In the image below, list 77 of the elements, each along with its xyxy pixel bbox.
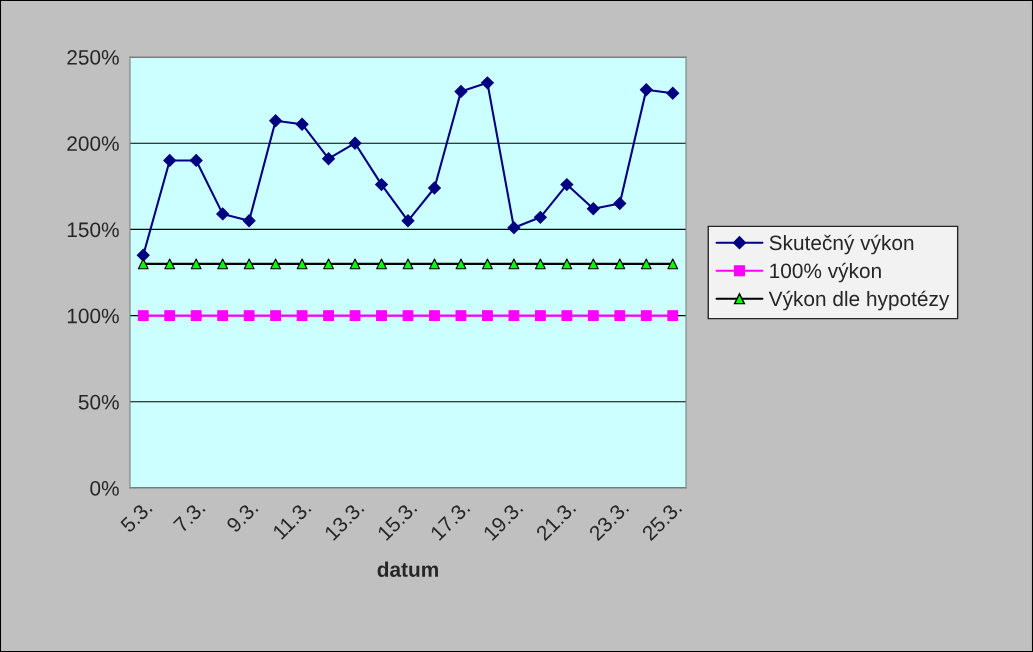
point bbox=[216, 207, 230, 221]
point bbox=[667, 310, 679, 322]
point bbox=[136, 248, 150, 262]
point bbox=[455, 258, 467, 270]
y-tick-label: 150% bbox=[67, 222, 119, 238]
legend-label: Výkon dle hypotézy bbox=[768, 290, 950, 311]
point bbox=[587, 258, 599, 270]
point bbox=[508, 310, 520, 322]
point bbox=[189, 153, 203, 167]
point bbox=[295, 117, 309, 131]
point bbox=[217, 310, 229, 322]
x-tick-label: 9.3. bbox=[225, 500, 259, 534]
point bbox=[402, 310, 414, 322]
point bbox=[296, 258, 308, 270]
point bbox=[190, 258, 202, 270]
y-tick-label: 250% bbox=[67, 50, 119, 65]
point bbox=[323, 310, 334, 322]
point bbox=[429, 258, 440, 270]
point bbox=[402, 258, 414, 270]
point bbox=[270, 258, 282, 270]
point bbox=[482, 258, 493, 270]
point bbox=[376, 258, 387, 270]
point bbox=[534, 258, 546, 270]
point bbox=[614, 310, 626, 322]
x-tick-label: 11.3. bbox=[271, 500, 312, 540]
point bbox=[376, 310, 387, 322]
y-tick-label: 100% bbox=[67, 308, 119, 324]
point bbox=[269, 114, 283, 128]
point bbox=[480, 76, 494, 90]
point bbox=[217, 258, 229, 270]
point bbox=[640, 258, 652, 270]
point bbox=[163, 153, 177, 167]
point bbox=[508, 258, 520, 270]
point bbox=[613, 197, 627, 210]
y-tick-label: 200% bbox=[67, 136, 119, 151]
point bbox=[586, 202, 600, 216]
point bbox=[323, 258, 334, 270]
point bbox=[560, 178, 574, 192]
point bbox=[349, 310, 361, 322]
legend-label: Skutečný výkon bbox=[769, 234, 914, 255]
x-tick-label: 7.3. bbox=[172, 500, 206, 534]
point bbox=[164, 310, 176, 322]
point bbox=[534, 310, 546, 322]
x-tick-label: 5.3. bbox=[119, 500, 153, 534]
point bbox=[243, 310, 255, 322]
point bbox=[401, 214, 415, 228]
point bbox=[507, 221, 521, 235]
x-axis-title: datum bbox=[377, 561, 438, 577]
point bbox=[455, 310, 467, 322]
point bbox=[454, 85, 468, 98]
point bbox=[296, 310, 308, 322]
point bbox=[429, 310, 440, 322]
point bbox=[561, 310, 573, 322]
point bbox=[190, 310, 202, 322]
point bbox=[640, 310, 652, 322]
point bbox=[587, 310, 599, 322]
point bbox=[137, 310, 149, 322]
point bbox=[243, 258, 255, 270]
point bbox=[270, 310, 282, 322]
point bbox=[348, 136, 362, 150]
point bbox=[614, 258, 626, 270]
y-tick-label: 50% bbox=[78, 394, 119, 410]
point bbox=[639, 83, 653, 97]
point bbox=[349, 258, 361, 270]
point bbox=[533, 210, 547, 224]
y-tick-label: 0% bbox=[90, 481, 119, 496]
point bbox=[242, 214, 256, 228]
legend-label: 100% výkon bbox=[770, 262, 881, 283]
point bbox=[164, 258, 176, 270]
point bbox=[482, 310, 493, 322]
point bbox=[561, 258, 573, 270]
point bbox=[666, 86, 680, 100]
point bbox=[137, 258, 149, 270]
point bbox=[428, 181, 441, 195]
point bbox=[375, 178, 388, 192]
point bbox=[667, 258, 679, 270]
point bbox=[322, 152, 336, 166]
